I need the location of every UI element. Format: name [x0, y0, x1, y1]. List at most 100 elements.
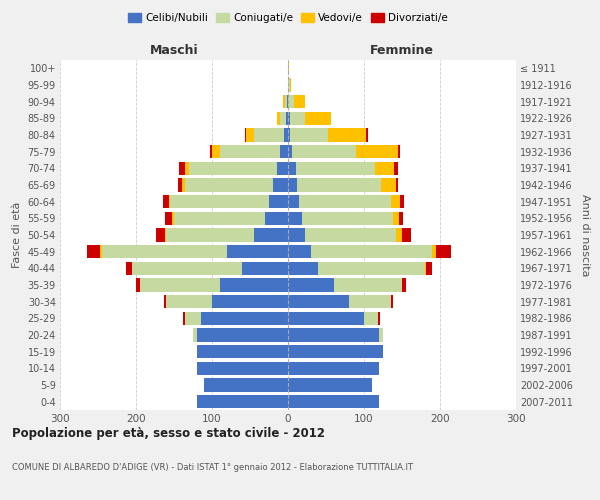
Bar [433, 245, 436, 258]
Bar [182, 178, 185, 192]
Text: COMUNE DI ALBAREDO D'ADIGE (VR) - Dati ISTAT 1° gennaio 2012 - Elaborazione TUTT: COMUNE DI ALBAREDO D'ADIGE (VR) - Dati I… [12, 462, 413, 471]
Bar [402, 228, 411, 241]
Bar [227, 245, 288, 258]
Bar [296, 162, 376, 175]
Bar [197, 395, 288, 408]
Bar [305, 112, 331, 125]
Bar [220, 145, 280, 158]
Bar [179, 162, 185, 175]
Bar [288, 228, 305, 241]
Bar [183, 312, 185, 325]
Bar [288, 345, 383, 358]
Bar [288, 145, 292, 158]
Bar [288, 245, 311, 258]
Bar [288, 195, 299, 208]
Bar [254, 128, 284, 141]
Bar [288, 95, 294, 108]
Bar [394, 162, 398, 175]
Bar [297, 178, 381, 192]
Y-axis label: Anni di nascita: Anni di nascita [580, 194, 590, 276]
Bar [193, 328, 197, 342]
Bar [288, 112, 290, 125]
Y-axis label: Fasce di età: Fasce di età [12, 202, 22, 268]
Bar [290, 112, 305, 125]
Bar [299, 195, 391, 208]
Bar [269, 195, 288, 208]
Bar [205, 378, 288, 392]
Bar [364, 312, 377, 325]
Bar [399, 212, 403, 225]
Bar [280, 145, 288, 158]
Bar [164, 295, 166, 308]
Bar [288, 212, 302, 225]
Bar [86, 245, 100, 258]
Bar [393, 212, 399, 225]
Bar [288, 378, 371, 392]
Bar [212, 295, 288, 308]
Text: Femmine: Femmine [370, 44, 434, 57]
Bar [288, 62, 289, 75]
Bar [277, 162, 288, 175]
Bar [132, 262, 242, 275]
Bar [166, 295, 212, 308]
Bar [288, 178, 297, 192]
Bar [285, 95, 287, 108]
Bar [140, 278, 220, 291]
Legend: Celibi/Nubili, Coniugati/e, Vedovi/e, Divorziati/e: Celibi/Nubili, Coniugati/e, Vedovi/e, Di… [124, 9, 452, 28]
Bar [391, 295, 393, 308]
Bar [288, 162, 296, 175]
Bar [334, 278, 402, 291]
Bar [391, 195, 400, 208]
Bar [381, 178, 396, 192]
Bar [174, 212, 265, 225]
Bar [165, 212, 172, 225]
Bar [288, 278, 334, 291]
Bar [425, 262, 427, 275]
Bar [200, 312, 288, 325]
Bar [265, 212, 288, 225]
Bar [305, 228, 396, 241]
Bar [273, 178, 288, 192]
Bar [286, 112, 288, 125]
Bar [185, 178, 273, 192]
Text: Popolazione per età, sesso e stato civile - 2012: Popolazione per età, sesso e stato civil… [12, 428, 325, 440]
Bar [311, 245, 433, 258]
Text: Maschi: Maschi [149, 44, 199, 57]
Bar [288, 395, 379, 408]
Bar [254, 228, 288, 241]
Bar [288, 362, 379, 375]
Bar [100, 245, 102, 258]
Bar [288, 295, 349, 308]
Bar [246, 128, 254, 141]
Bar [170, 195, 269, 208]
Bar [283, 95, 285, 108]
Bar [402, 278, 406, 291]
Bar [156, 228, 165, 241]
Bar [288, 312, 364, 325]
Bar [290, 128, 328, 141]
Bar [126, 262, 132, 275]
Bar [292, 145, 356, 158]
Bar [377, 312, 380, 325]
Bar [349, 295, 391, 308]
Bar [400, 195, 404, 208]
Bar [166, 228, 254, 241]
Bar [328, 128, 366, 141]
Bar [290, 78, 291, 92]
Bar [136, 278, 140, 291]
Bar [302, 212, 393, 225]
Bar [178, 178, 182, 192]
Bar [376, 162, 394, 175]
Bar [242, 262, 288, 275]
Bar [197, 328, 288, 342]
Bar [356, 145, 398, 158]
Bar [294, 95, 305, 108]
Bar [288, 328, 379, 342]
Bar [427, 262, 433, 275]
Bar [288, 78, 290, 92]
Bar [211, 145, 212, 158]
Bar [169, 195, 170, 208]
Bar [280, 112, 286, 125]
Bar [366, 128, 368, 141]
Bar [396, 228, 402, 241]
